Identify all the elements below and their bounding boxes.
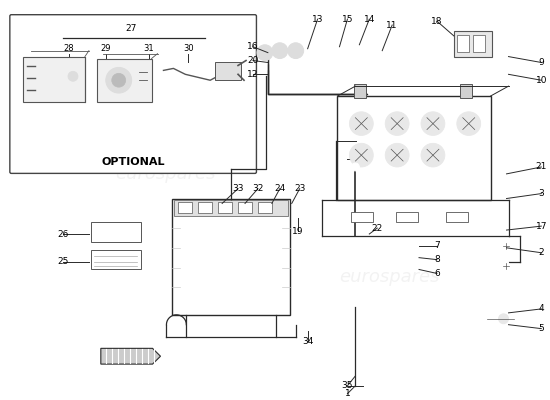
Circle shape: [272, 43, 288, 58]
Text: 19: 19: [292, 226, 304, 236]
Text: 8: 8: [434, 255, 440, 264]
Text: 33: 33: [232, 184, 244, 193]
Bar: [258, 202, 272, 213]
Text: 34: 34: [302, 337, 314, 346]
Bar: [174, 200, 288, 216]
Bar: [178, 202, 192, 213]
Bar: [460, 84, 472, 98]
FancyBboxPatch shape: [10, 15, 256, 173]
Bar: [23, 56, 85, 102]
Text: 13: 13: [312, 15, 323, 24]
Bar: [91, 250, 141, 270]
Text: 20: 20: [248, 56, 258, 65]
Text: 15: 15: [342, 15, 353, 24]
Text: 26: 26: [57, 230, 69, 238]
Bar: [338, 96, 491, 200]
Text: 29: 29: [101, 44, 111, 53]
Text: 6: 6: [434, 269, 440, 278]
Bar: [454, 31, 492, 56]
Text: 22: 22: [372, 224, 383, 232]
Bar: [215, 62, 241, 80]
Text: 12: 12: [248, 70, 258, 79]
Text: 10: 10: [536, 76, 547, 85]
Text: 21: 21: [536, 162, 547, 172]
Circle shape: [172, 81, 189, 99]
Text: 11: 11: [387, 20, 398, 30]
Bar: [198, 202, 212, 213]
Bar: [446, 212, 467, 222]
Circle shape: [349, 143, 373, 167]
Text: 24: 24: [274, 184, 285, 193]
Circle shape: [112, 73, 126, 87]
Text: 16: 16: [247, 42, 258, 51]
Bar: [472, 35, 485, 52]
Text: eurospares: eurospares: [115, 165, 216, 183]
Text: 5: 5: [538, 324, 544, 333]
Text: 4: 4: [538, 304, 544, 314]
Circle shape: [498, 314, 509, 324]
Circle shape: [502, 242, 509, 250]
Circle shape: [68, 71, 78, 81]
Circle shape: [349, 112, 373, 136]
Text: 17: 17: [536, 222, 547, 231]
Text: 2: 2: [538, 248, 544, 257]
Circle shape: [188, 73, 205, 91]
Circle shape: [257, 45, 273, 60]
Text: 3: 3: [538, 189, 544, 198]
Bar: [396, 212, 418, 222]
Bar: [351, 212, 373, 222]
Text: 23: 23: [294, 184, 305, 193]
Bar: [457, 35, 469, 52]
Text: 7: 7: [434, 241, 440, 250]
Text: 9: 9: [538, 58, 544, 67]
Polygon shape: [101, 348, 161, 364]
Circle shape: [351, 163, 359, 171]
Text: 31: 31: [143, 44, 154, 53]
Text: OPTIONAL: OPTIONAL: [101, 157, 165, 167]
Circle shape: [502, 262, 509, 270]
Circle shape: [385, 112, 409, 136]
Text: 32: 32: [252, 184, 263, 193]
Bar: [218, 202, 232, 213]
Text: 30: 30: [183, 44, 194, 53]
Text: 1: 1: [344, 389, 350, 398]
Bar: [172, 198, 290, 315]
Circle shape: [457, 112, 481, 136]
Bar: [91, 222, 141, 242]
Text: 35: 35: [342, 381, 353, 390]
Text: 14: 14: [364, 15, 375, 24]
Bar: [238, 202, 252, 213]
Circle shape: [421, 112, 445, 136]
Circle shape: [421, 143, 445, 167]
Text: 27: 27: [125, 24, 136, 34]
Circle shape: [385, 143, 409, 167]
Text: eurospares: eurospares: [339, 268, 439, 286]
Bar: [354, 84, 366, 98]
Circle shape: [288, 43, 304, 58]
Circle shape: [106, 68, 131, 93]
Text: 28: 28: [64, 44, 74, 53]
Text: 18: 18: [431, 17, 443, 26]
Bar: [97, 58, 152, 102]
Text: 25: 25: [57, 257, 69, 266]
